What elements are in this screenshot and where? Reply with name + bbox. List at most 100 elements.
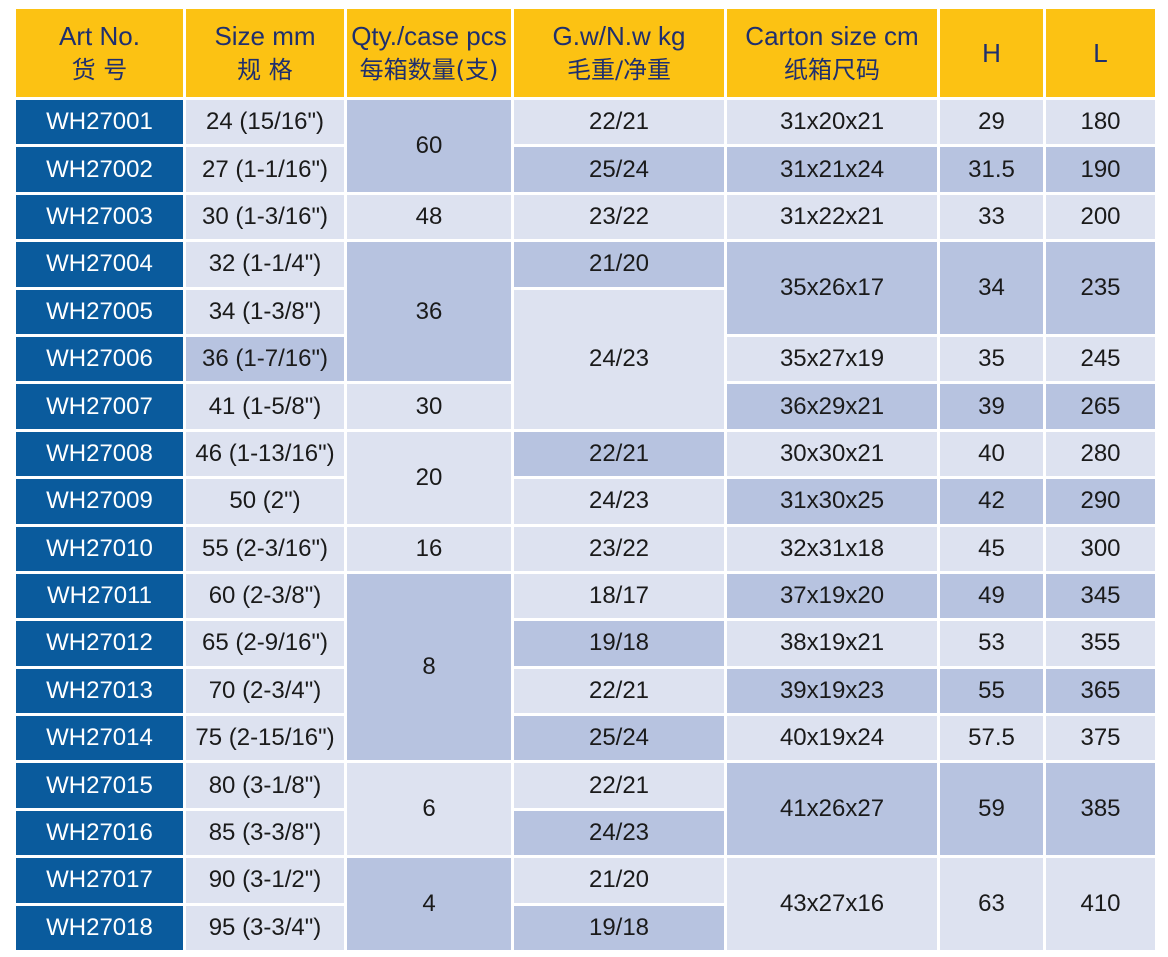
- weight-cell: 23/22: [514, 194, 724, 240]
- product-spec-table: Art No. 货 号 Size mm 规 格 Qty./case pcs 每箱数量(…: [13, 6, 1158, 953]
- carton-cell: 30x30x21: [727, 431, 937, 477]
- size-cell: 75 (2-15/16"): [186, 716, 344, 761]
- size-cell: 50 (2"): [186, 479, 344, 524]
- header-l: L: [1046, 9, 1155, 97]
- art-no-cell: WH27001: [16, 100, 183, 145]
- weight-cell: 19/18: [514, 621, 724, 666]
- carton-cell: 31x30x25: [727, 479, 937, 524]
- weight-cell: 22/21: [514, 763, 724, 808]
- qty-cell: 30: [347, 384, 511, 429]
- art-no-cell: WH27008: [16, 431, 183, 477]
- size-cell: 70 (2-3/4"): [186, 668, 344, 714]
- l-cell: 385: [1046, 763, 1155, 856]
- weight-cell: 23/22: [514, 526, 724, 571]
- table-row: WH27010 55 (2-3/16") 16 23/22 32x31x18 4…: [16, 526, 1155, 571]
- l-cell: 410: [1046, 858, 1155, 951]
- h-cell: 53: [940, 621, 1043, 666]
- qty-cell: 4: [347, 858, 511, 951]
- carton-cell: 41x26x27: [727, 763, 937, 856]
- h-cell: 42: [940, 479, 1043, 524]
- art-no-cell: WH27014: [16, 716, 183, 761]
- size-cell: 30 (1-3/16"): [186, 194, 344, 240]
- l-cell: 355: [1046, 621, 1155, 666]
- size-cell: 34 (1-3/8"): [186, 289, 344, 334]
- header-weight: G.w/N.w kg 毛重/净重: [514, 9, 724, 97]
- header-size: Size mm 规 格: [186, 9, 344, 97]
- art-no-cell: WH27010: [16, 526, 183, 571]
- l-cell: 190: [1046, 147, 1155, 192]
- carton-cell: 37x19x20: [727, 573, 937, 619]
- table-row: WH27007 41 (1-5/8") 30 36x29x21 39 265: [16, 384, 1155, 429]
- size-cell: 95 (3-3/4"): [186, 905, 344, 951]
- h-cell: 35: [940, 336, 1043, 382]
- size-cell: 80 (3-1/8"): [186, 763, 344, 808]
- header-qty: Qty./case pcs 每箱数量(支): [347, 9, 511, 97]
- header-h: H: [940, 9, 1043, 97]
- table-row: WH27005 34 (1-3/8") 24/23: [16, 289, 1155, 429]
- weight-cell: 24/23: [514, 810, 724, 856]
- size-cell: 24 (15/16"): [186, 100, 344, 145]
- l-cell: 280: [1046, 431, 1155, 477]
- l-cell: 345: [1046, 573, 1155, 619]
- carton-cell: 43x27x16: [727, 858, 937, 951]
- art-no-cell: WH27007: [16, 384, 183, 429]
- carton-cell: 31x22x21: [727, 194, 937, 240]
- l-cell: 180: [1046, 100, 1155, 145]
- weight-cell: 22/21: [514, 100, 724, 145]
- table-row: WH27008 46 (1-13/16") 20 22/21 30x30x21 …: [16, 431, 1155, 524]
- art-no-cell: WH27002: [16, 147, 183, 192]
- qty-cell: 36: [347, 242, 511, 382]
- art-no-cell: WH27003: [16, 194, 183, 240]
- l-cell: 290: [1046, 479, 1155, 524]
- size-cell: 85 (3-3/8"): [186, 810, 344, 856]
- h-cell: 33: [940, 194, 1043, 240]
- table-row: WH27018 95 (3-3/4") 19/18: [16, 905, 1155, 951]
- weight-cell: 18/17: [514, 573, 724, 619]
- table-row: WH27004 32 (1-1/4") 36 21/20 35x26x17 34…: [16, 242, 1155, 382]
- h-cell: 49: [940, 573, 1043, 619]
- art-no-cell: WH27011: [16, 573, 183, 619]
- table-row: WH27015 80 (3-1/8") 6 22/21 41x26x27 59 …: [16, 763, 1155, 856]
- h-cell: 39: [940, 384, 1043, 429]
- h-cell: 29: [940, 100, 1043, 145]
- qty-cell: 48: [347, 194, 511, 240]
- carton-cell: 40x19x24: [727, 716, 937, 761]
- carton-cell: 31x20x21: [727, 100, 937, 145]
- size-cell: 27 (1-1/16"): [186, 147, 344, 192]
- qty-cell: 16: [347, 526, 511, 571]
- l-cell: 300: [1046, 526, 1155, 571]
- art-no-cell: WH27009: [16, 479, 183, 524]
- qty-cell: 60: [347, 100, 511, 192]
- l-cell: 375: [1046, 716, 1155, 761]
- table-row: WH27001 24 (15/16") 60 22/21 31x20x21 29…: [16, 100, 1155, 192]
- size-cell: 55 (2-3/16"): [186, 526, 344, 571]
- table-row: WH27009 50 (2") 24/23 31x30x25 42 290: [16, 479, 1155, 524]
- weight-cell: 22/21: [514, 668, 724, 714]
- carton-cell: 32x31x18: [727, 526, 937, 571]
- h-cell: 57.5: [940, 716, 1043, 761]
- weight-cell: 21/20: [514, 858, 724, 903]
- size-cell: 32 (1-1/4"): [186, 242, 344, 287]
- size-cell: 46 (1-13/16"): [186, 431, 344, 477]
- h-cell: 40: [940, 431, 1043, 477]
- qty-cell: 6: [347, 763, 511, 856]
- carton-cell: 31x21x24: [727, 147, 937, 192]
- weight-cell: 19/18: [514, 905, 724, 951]
- weight-cell: 24/23: [514, 289, 724, 429]
- carton-cell: 39x19x23: [727, 668, 937, 714]
- table-row: WH27017 90 (3-1/2") 4 21/20 43x27x16 63 …: [16, 858, 1155, 951]
- qty-cell: 8: [347, 573, 511, 761]
- weight-cell: 22/21: [514, 431, 724, 477]
- header-carton: Carton size cm 纸箱尺码: [727, 9, 937, 97]
- h-cell: 63: [940, 858, 1043, 951]
- art-no-cell: WH27012: [16, 621, 183, 666]
- qty-cell: 20: [347, 431, 511, 524]
- h-cell: 31.5: [940, 147, 1043, 192]
- weight-cell: 24/23: [514, 479, 724, 524]
- weight-cell: 25/24: [514, 716, 724, 761]
- table-row: WH27012 65 (2-9/16") 19/18 38x19x21 53 3…: [16, 621, 1155, 666]
- size-cell: 41 (1-5/8"): [186, 384, 344, 429]
- art-no-cell: WH27004: [16, 242, 183, 287]
- carton-cell: 38x19x21: [727, 621, 937, 666]
- header-row: Art No. 货 号 Size mm 规 格 Qty./case pcs 每箱数量(…: [16, 9, 1155, 97]
